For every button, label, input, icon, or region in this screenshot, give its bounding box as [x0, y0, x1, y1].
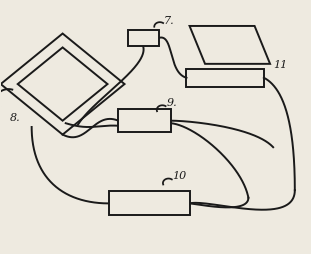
- Text: 9.: 9.: [166, 98, 177, 108]
- Text: 7.: 7.: [163, 16, 174, 26]
- Bar: [118, 109, 171, 132]
- Text: 11: 11: [273, 60, 287, 70]
- Text: 8.: 8.: [10, 113, 21, 123]
- Bar: [109, 192, 190, 215]
- Bar: [128, 30, 159, 46]
- Text: 10: 10: [173, 171, 187, 181]
